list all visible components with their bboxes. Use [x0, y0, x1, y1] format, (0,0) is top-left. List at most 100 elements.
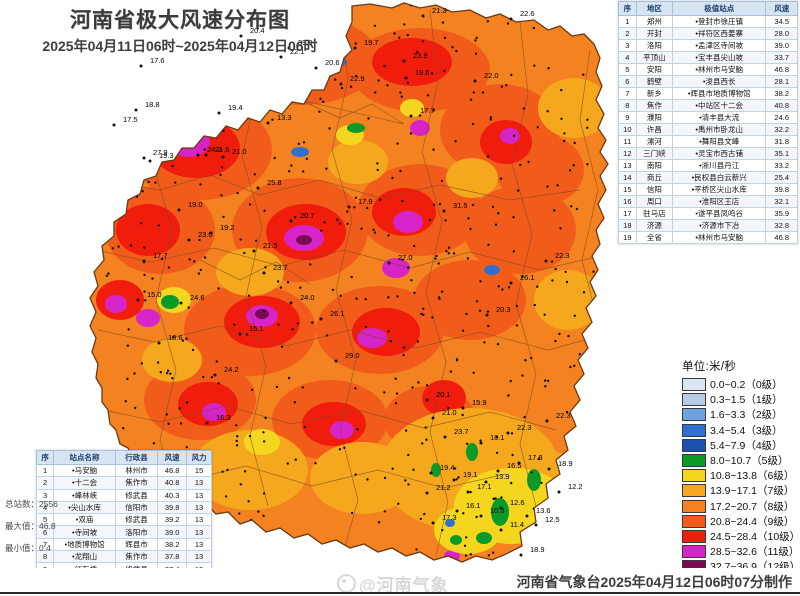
station-dot [347, 205, 351, 209]
footer-credit: 河南省气象台2025年04月12日06时07分制作 [516, 574, 792, 590]
station-dot [105, 274, 109, 277]
station-dot [420, 312, 423, 316]
station-dot [472, 91, 476, 94]
station-dot [407, 453, 410, 457]
station-dot [278, 548, 282, 552]
station-dot [564, 270, 567, 274]
station-dot [320, 229, 323, 232]
table-row[interactable]: 11 漯河 •舞阳县文峰 31.8 [618, 135, 798, 148]
table-row[interactable]: 10 许昌 •禹州市卧龙山 32.2 [618, 123, 798, 136]
station-dot [122, 427, 125, 430]
cell-seq: 12 [618, 147, 637, 160]
station-dot [366, 478, 369, 481]
station-value-label: 17.6 [150, 56, 165, 65]
table-row[interactable]: 2 •十二会 焦作市 40.8 13 [35, 476, 212, 490]
station-dot [373, 231, 377, 234]
cell-speed: 39.8 [157, 500, 188, 515]
station-dot [402, 346, 406, 349]
station-dot [546, 185, 549, 188]
table-row[interactable]: 6 •寺间坡 洛阳市 39.0 13 [35, 525, 212, 539]
table-row[interactable]: 15 信阳 •平桥区尖山水库 39.8 [618, 183, 798, 196]
wind-speed-map[interactable]: 39.0 20.4 19.7 22.0 17.6 22.1 20.6 22.9 19.6 23.9… [0, 0, 680, 575]
station-dot [605, 36, 608, 39]
station-dot [469, 553, 472, 556]
station-dot [117, 245, 120, 248]
station-dot [387, 330, 390, 333]
table-row[interactable]: 8 焦作 •中站区十二会 40.8 [618, 99, 798, 112]
table-row[interactable]: 18 济源 •济源市下冶 32.8 [618, 219, 798, 232]
cell-seq: 9 [618, 111, 637, 124]
cell-seq: 8 [35, 550, 55, 564]
table-row[interactable]: 4 平顶山 •宝丰县尖山坡 33.7 [618, 51, 798, 64]
station-value-label: 23.7 [454, 427, 469, 436]
table-row[interactable]: 5 安阳 •林州市马安脑 46.8 [618, 63, 798, 76]
station-dot [519, 553, 523, 557]
table-header-row: 序 地区 极值站点 风速 [618, 1, 798, 16]
station-dot [395, 392, 399, 395]
station-dot [133, 372, 136, 375]
station-dot [311, 321, 314, 324]
table-row[interactable]: 5 •双庙 修武县 39.2 13 [35, 513, 212, 527]
legend-range-label: 20.8~24.4（9级） [710, 515, 795, 528]
table-row[interactable]: 7 新乡 •辉县市地质博物馆 38.2 [618, 87, 798, 100]
cell-name: •寺间坡 [53, 525, 116, 539]
station-dot [279, 55, 283, 59]
station-dot [247, 500, 250, 503]
station-dot [545, 524, 548, 528]
table-row[interactable]: 3 •峰林峡 修武县 40.3 13 [35, 488, 212, 502]
station-dot [111, 440, 114, 444]
station-dot [107, 272, 110, 275]
cell-station: •中站区十二会 [672, 99, 767, 112]
station-dot [471, 122, 475, 126]
station-dot [394, 402, 398, 405]
table-row[interactable]: 17 驻马店 •遂平县凤鸣谷 35.9 [618, 207, 798, 220]
table-row[interactable]: 8 •龙翔山 焦作市 37.8 13 [35, 550, 212, 564]
table-row[interactable]: 6 鹤壁 •浚县西长 28.1 [618, 75, 798, 88]
station-dot [92, 410, 95, 413]
station-dot [318, 110, 321, 113]
col-header-seq: 序 [618, 1, 637, 16]
table-row[interactable]: 7 •地质博物馆 辉县市 38.2 13 [35, 537, 212, 552]
station-dot [171, 377, 174, 380]
station-dot [438, 203, 442, 206]
station-dot [135, 195, 139, 198]
legend-range-label: 28.5~32.6（11级） [710, 546, 800, 559]
table-row[interactable]: 4 •尖山水库 信阳市 39.8 13 [35, 500, 212, 515]
table-row[interactable]: 2 开封 •祥符区西姜寨 28.0 [618, 27, 798, 40]
table-row[interactable]: 16 周口 •淮阳区王店 32.1 [618, 195, 798, 208]
station-dot [510, 73, 513, 77]
station-dot [467, 217, 470, 220]
station-dot [475, 300, 479, 303]
cell-seq: 8 [618, 99, 637, 112]
station-dot [530, 471, 533, 474]
station-dot [603, 81, 607, 84]
table-row[interactable]: 14 商丘 •民权县白云新兴 25.4 [618, 171, 798, 184]
table-row[interactable]: 9 濮阳 •清丰县大流 24.6 [618, 111, 798, 124]
station-dot [500, 85, 504, 88]
table-row[interactable]: 19 全省 •林州市马安脑 46.8 [618, 231, 798, 244]
table-row[interactable]: 12 三门峡 •灵宝市西古铺 35.1 [618, 147, 798, 160]
station-dot [219, 551, 222, 554]
station-dot [598, 397, 601, 401]
cell-station: •遂平县凤鸣谷 [672, 207, 767, 220]
station-dot [417, 381, 420, 384]
station-dot [136, 299, 140, 302]
station-dot [383, 391, 386, 394]
legend: 单位:米/秒 0.0~0.2（0级） 0.3~1.5（1级） 1.6~3.3（2级）… [682, 358, 800, 574]
cell-region: 三门峡 [635, 147, 674, 160]
station-dot [264, 416, 267, 420]
table-row[interactable]: 1 •马安脑 林州市 46.8 15 [35, 463, 212, 478]
station-dot [461, 406, 465, 410]
station-dot [239, 34, 243, 38]
title-period: 2025年04月11日06时~2025年04月12日06时 [42, 38, 318, 54]
table-row[interactable]: 1 郑州 •登封市徐庄镇 34.5 [618, 15, 798, 28]
station-dot [509, 281, 513, 285]
station-dot [431, 316, 434, 319]
table-row[interactable]: 3 洛阳 •孟津区寺间坡 39.0 [618, 39, 798, 52]
station-dot [383, 510, 386, 513]
regional-extremes-table[interactable]: 序 地区 极值站点 风速 1 郑州 •登封市徐庄镇 34.5 2 开封 •祥符区西姜寨 28.… [618, 1, 798, 244]
station-dot [522, 107, 526, 110]
station-dot [293, 216, 297, 219]
station-dot [129, 244, 133, 247]
table-row[interactable]: 13 南阳 •淅川县丹江 33.2 [618, 159, 798, 172]
